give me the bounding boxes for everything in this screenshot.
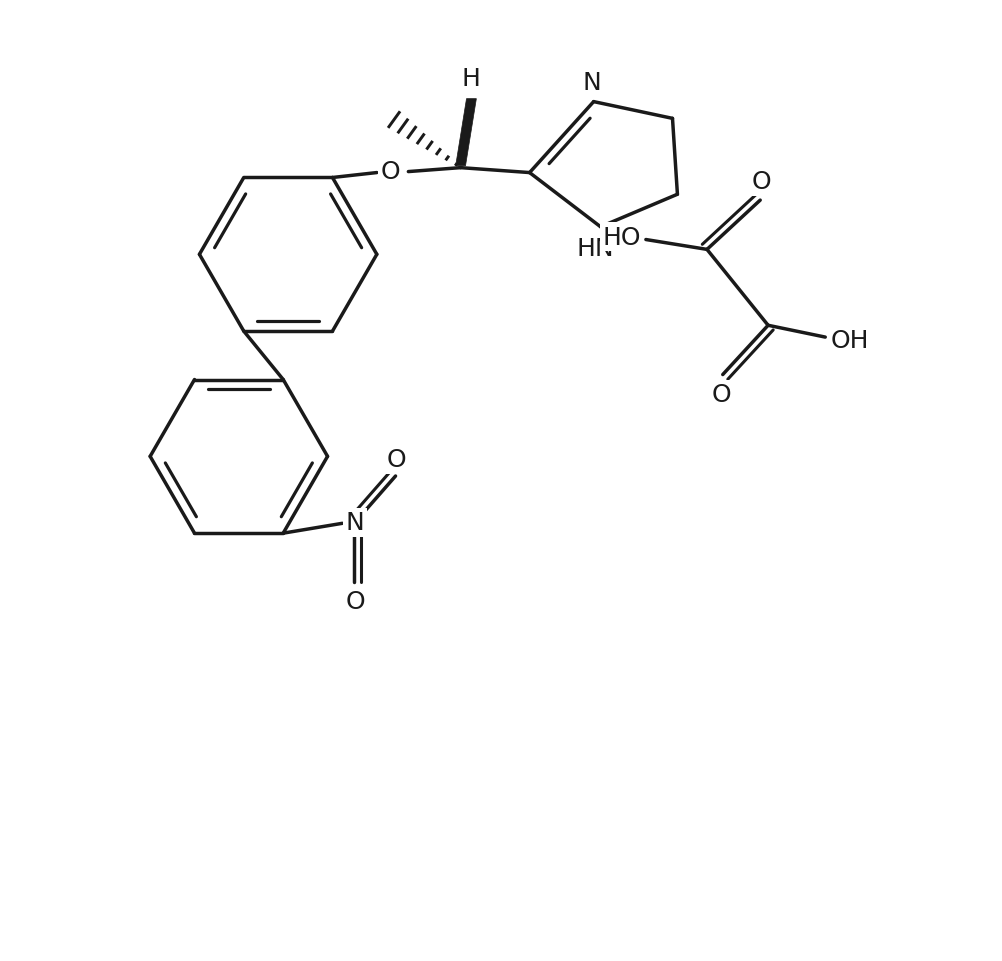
Text: OH: OH xyxy=(830,329,869,353)
Text: O: O xyxy=(711,382,730,407)
Text: H: H xyxy=(461,67,479,91)
Text: O: O xyxy=(750,170,771,194)
Text: O: O xyxy=(387,448,406,472)
Text: O: O xyxy=(381,160,400,184)
Text: HN: HN xyxy=(576,237,614,261)
Polygon shape xyxy=(455,100,476,166)
Text: O: O xyxy=(345,589,365,613)
Text: N: N xyxy=(582,71,600,95)
Text: N: N xyxy=(346,511,364,534)
Text: HO: HO xyxy=(602,225,641,249)
